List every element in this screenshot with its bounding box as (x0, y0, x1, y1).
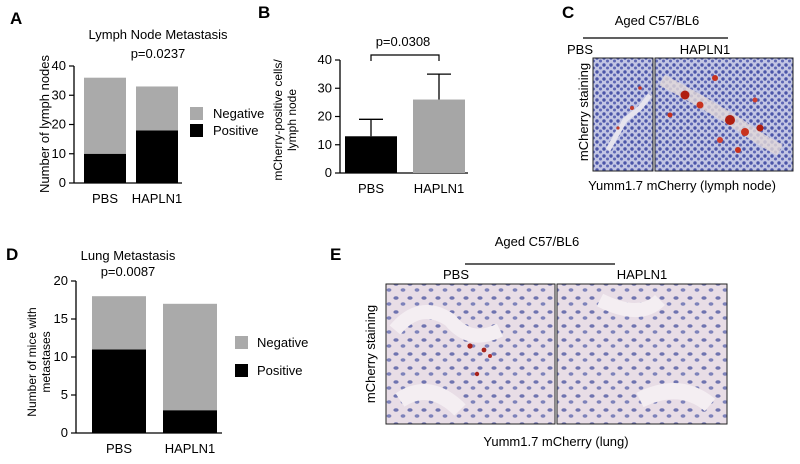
x-tick-label: PBS (358, 181, 384, 196)
bar-hapln1 (413, 99, 465, 173)
bar-segment-positive (163, 410, 217, 433)
panel-c-caption: Yumm1.7 mCherry (lymph node) (588, 178, 776, 193)
x-tick-label: PBS (92, 191, 118, 206)
y-tick-label: 30 (52, 87, 66, 102)
legend-label-positive: Positive (213, 123, 259, 138)
panel-b-ylabel-line2: lymph node (285, 89, 299, 151)
bar-segment-positive (92, 349, 146, 433)
panel-d: D Lung Metastasis p=0.0087 Number of mic… (6, 245, 308, 456)
bar-segment-negative (163, 303, 217, 411)
x-tick-label: HAPLN1 (132, 191, 183, 206)
panel-d-ylabel-line1: Number of mice with (25, 307, 39, 416)
y-tick-label: 20 (54, 273, 68, 288)
bar-segment-positive (136, 130, 178, 183)
y-tick-label: 10 (52, 146, 66, 161)
panel-a-chart: 0 10 20 30 40 PBS HAPLN1 (52, 58, 183, 206)
panel-a-legend: Negative Positive (190, 106, 264, 138)
x-tick-label: HAPLN1 (414, 181, 465, 196)
y-tick-label: 40 (52, 58, 66, 73)
legend-swatch-negative (190, 107, 203, 120)
y-tick-label: 0 (59, 175, 66, 190)
panel-d-chart: 0 5 10 15 20 PBS HAPLN1 (54, 273, 222, 456)
y-tick-label: 10 (54, 349, 68, 364)
panel-e-side-label: mCherry staining (363, 305, 378, 403)
x-tick-label: PBS (106, 441, 132, 456)
panel-c-col1-label: PBS (567, 42, 593, 57)
x-tick-label: HAPLN1 (165, 441, 216, 456)
panel-b-chart: 0 10 20 30 40 PBS HAPLN1 (318, 52, 468, 196)
y-tick-label: 0 (325, 165, 332, 180)
bar-segment-negative (136, 86, 178, 131)
bar-segment-negative (92, 296, 146, 350)
panel-a-pvalue: p=0.0237 (131, 46, 186, 61)
lymph-node-hapln1-image (654, 57, 794, 172)
bar-segment-positive (84, 153, 126, 183)
y-tick-label: 0 (61, 425, 68, 440)
panel-letter-c: C (562, 3, 574, 22)
y-tick-label: 20 (318, 109, 332, 124)
panel-d-ylabel-line2: metastases (39, 331, 53, 392)
y-tick-label: 20 (52, 117, 66, 132)
panel-b-ylabel-line1: mCherry-positive cells/ (271, 59, 285, 181)
lung-pbs-image (385, 283, 556, 425)
panel-letter-b: B (258, 3, 270, 22)
panel-c-col2-label: HAPLN1 (680, 42, 731, 57)
panel-e: E Aged C57/BL6 PBS HAPLN1 mCherry staini… (330, 234, 728, 449)
panel-d-title: Lung Metastasis (81, 248, 176, 263)
y-tick-label: 30 (318, 80, 332, 95)
y-tick-label: 40 (318, 52, 332, 67)
lymph-node-pbs-image (592, 57, 654, 172)
panel-letter-a: A (10, 9, 22, 28)
lung-hapln1-image (556, 283, 728, 425)
legend-label-positive: Positive (257, 363, 303, 378)
panel-a-ylabel: Number of lymph nodes (37, 54, 52, 193)
panel-e-col1-label: PBS (443, 267, 469, 282)
panel-d-pvalue: p=0.0087 (101, 264, 156, 279)
y-tick-label: 10 (318, 137, 332, 152)
panel-b: B p=0.0308 mCherry-positive cells/ lymph… (258, 3, 468, 196)
panel-letter-d: D (6, 245, 18, 264)
panel-c-group-header: Aged C57/BL6 (615, 13, 700, 28)
panel-d-legend: Negative Positive (235, 335, 308, 378)
panel-e-group-header: Aged C57/BL6 (495, 234, 580, 249)
significance-bracket (370, 54, 440, 61)
panel-c: C Aged C57/BL6 PBS HAPLN1 mCherry staini… (562, 3, 794, 193)
panel-a-title: Lymph Node Metastasis (89, 27, 228, 42)
bar-pbs (345, 136, 397, 173)
panel-b-pvalue: p=0.0308 (376, 34, 431, 49)
legend-swatch-negative (235, 336, 248, 349)
legend-swatch-positive (190, 124, 203, 137)
bar-segment-negative (84, 77, 126, 154)
panel-e-caption: Yumm1.7 mCherry (lung) (483, 434, 628, 449)
panel-a: A Lymph Node Metastasis p=0.0237 Number … (10, 9, 264, 206)
panel-letter-e: E (330, 245, 341, 264)
panel-c-side-label: mCherry staining (576, 63, 591, 161)
legend-swatch-positive (235, 364, 248, 377)
legend-label-negative: Negative (257, 335, 308, 350)
panel-e-col2-label: HAPLN1 (617, 267, 668, 282)
legend-label-negative: Negative (213, 106, 264, 121)
y-tick-label: 15 (54, 311, 68, 326)
y-tick-label: 5 (61, 387, 68, 402)
